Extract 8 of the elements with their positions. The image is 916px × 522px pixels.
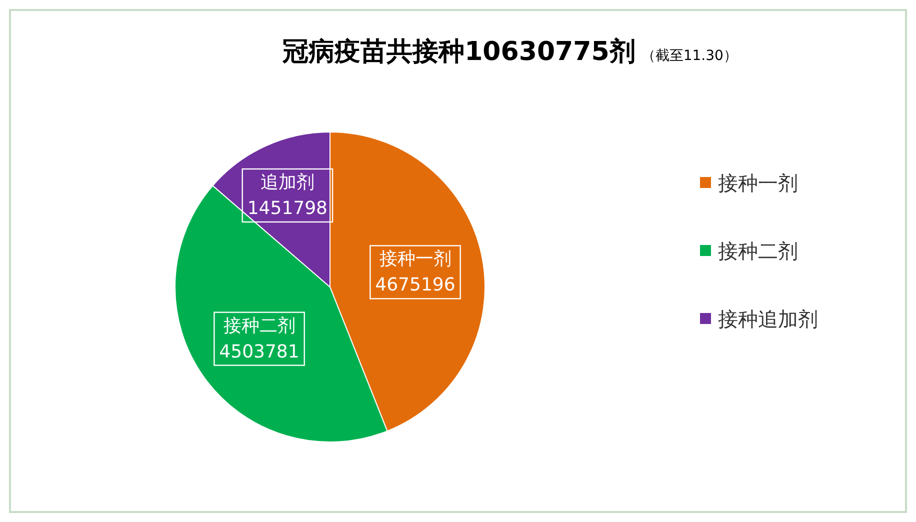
chart-subtitle: （截至11.30） [641, 48, 738, 64]
chart-title: 冠病疫苗共接种10630775剂 [282, 37, 636, 67]
legend-label: 接种追加剂 [718, 307, 818, 331]
data-label: 追加剂 1451798 [247, 172, 328, 219]
legend-label: 接种一剂 [718, 171, 798, 195]
data-label: 接种二剂 4503781 [219, 315, 300, 362]
legend-label: 接种二剂 [718, 239, 798, 263]
data-label: 接种一剂 4675196 [375, 248, 456, 296]
